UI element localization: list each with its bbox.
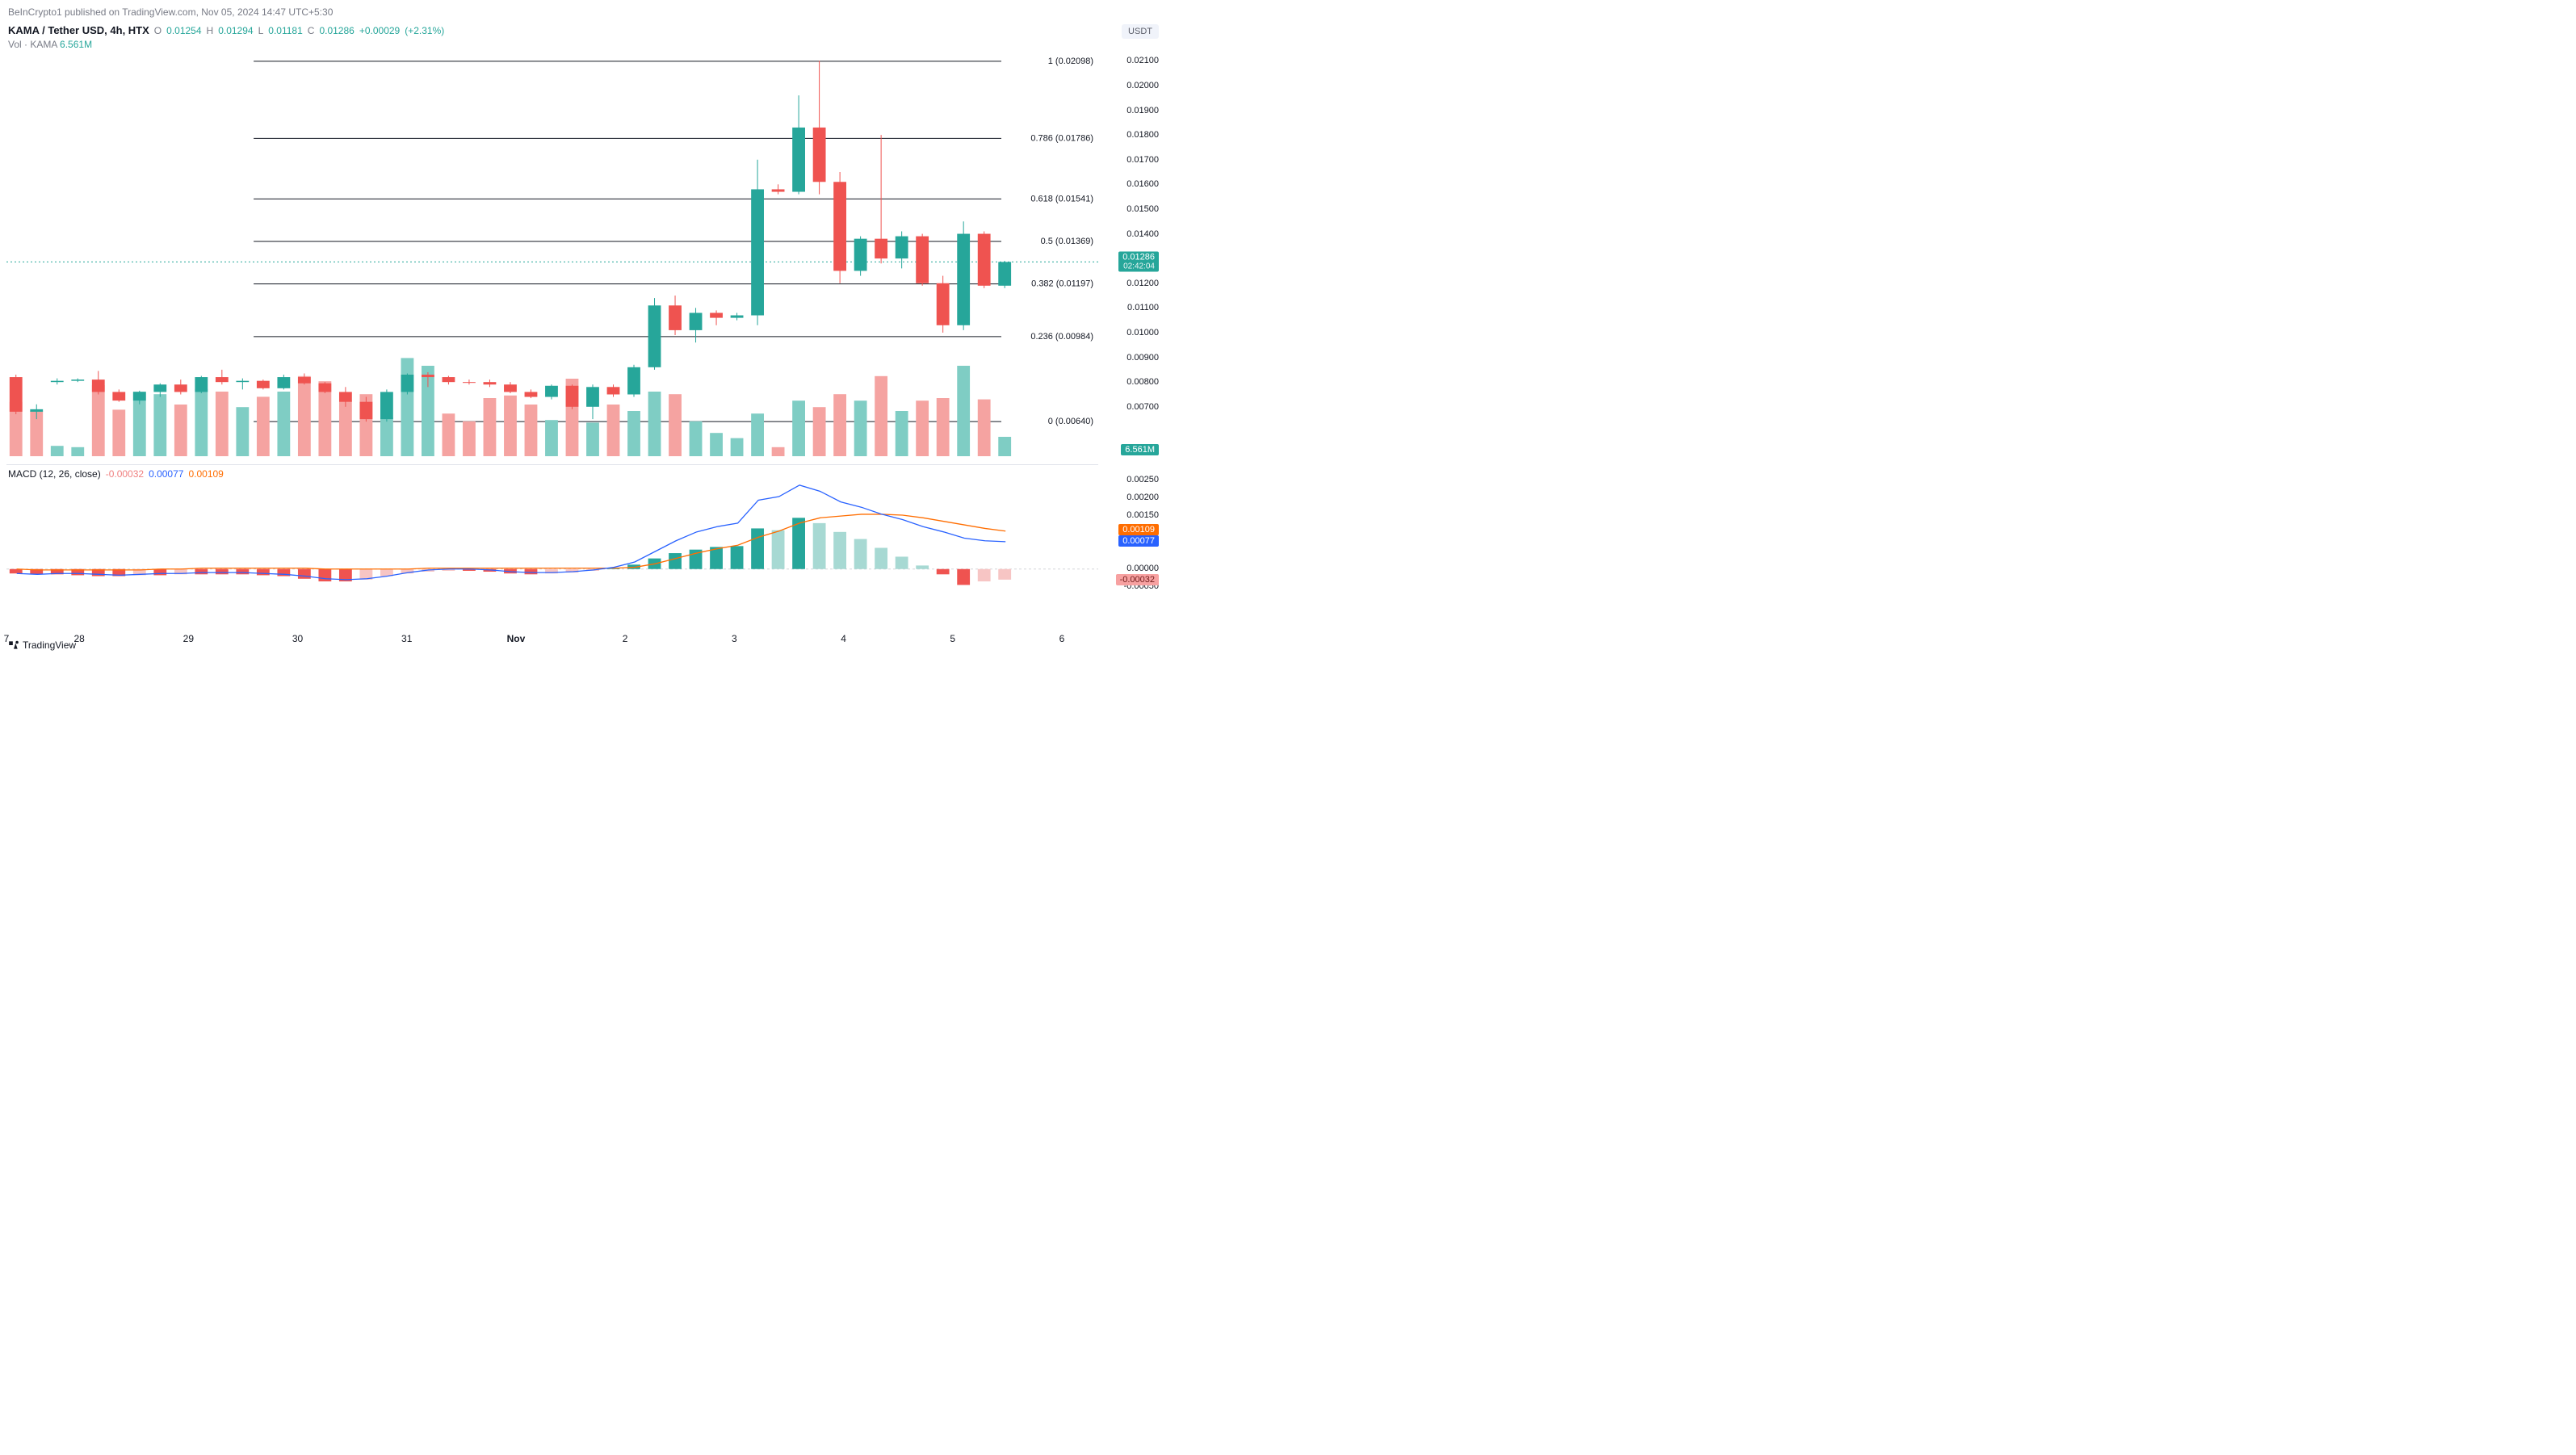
svg-text:0.236 (0.00984): 0.236 (0.00984) [1030,332,1093,342]
macd-label: MACD (12, 26, close) [8,468,101,480]
tv-icon [8,639,19,651]
ohlc-l-val: 0.01181 [268,25,303,36]
ohlc-c-label: C [308,25,315,36]
ohlc-c-val: 0.01286 [319,25,354,36]
x-axis[interactable]: 728293031Nov23456 [6,633,1098,649]
macd-legend: MACD (12, 26, close) -0.00032 0.00077 0.… [8,468,224,480]
symbol-name: KAMA / Tether USD, 4h, HTX [8,24,149,36]
chart-container: BeInCrypto1 published on TradingView.com… [0,0,1167,659]
ohlc-chg: +0.00029 [359,25,400,36]
tv-label: TradingView [23,639,76,651]
macd-signal-val: 0.00109 [188,468,223,480]
ohlc-o-label: O [154,25,162,36]
macd-y-axis[interactable]: 0.002500.002000.001500.001000.00000-0.00… [1102,464,1159,610]
macd-panel[interactable]: MACD (12, 26, close) -0.00032 0.00077 0.… [6,464,1098,610]
currency-badge[interactable]: USDT [1122,24,1159,39]
price-chart[interactable]: 1 (0.02098) 0.786 (0.01786) 0.618 (0.01541… [6,48,1098,456]
svg-text:0.618 (0.01541): 0.618 (0.01541) [1030,194,1093,203]
symbol-legend[interactable]: KAMA / Tether USD, 4h, HTX O 0.01254 H 0.0… [8,24,444,36]
svg-text:0.382 (0.01197): 0.382 (0.01197) [1031,279,1093,289]
ohlc-chg-pct: (+2.31%) [405,25,444,36]
svg-text:0 (0.00640): 0 (0.00640) [1048,417,1093,426]
tradingview-logo[interactable]: TradingView [8,639,76,651]
price-y-axis[interactable]: 0.021000.020000.019000.018000.017000.016… [1102,48,1159,456]
svg-text:0.5 (0.01369): 0.5 (0.01369) [1041,237,1093,246]
macd-chart [6,465,1098,610]
macd-macd-val: 0.00077 [149,468,183,480]
svg-text:1 (0.02098): 1 (0.02098) [1048,57,1093,66]
attribution-text: BeInCrypto1 published on TradingView.com… [8,6,333,18]
svg-text:0.786 (0.01786): 0.786 (0.01786) [1030,133,1093,143]
ohlc-h-label: H [207,25,214,36]
ohlc-o-val: 0.01254 [166,25,201,36]
macd-hist-val: -0.00032 [106,468,144,480]
ohlc-h-val: 0.01294 [218,25,253,36]
ohlc-l-label: L [258,25,264,36]
